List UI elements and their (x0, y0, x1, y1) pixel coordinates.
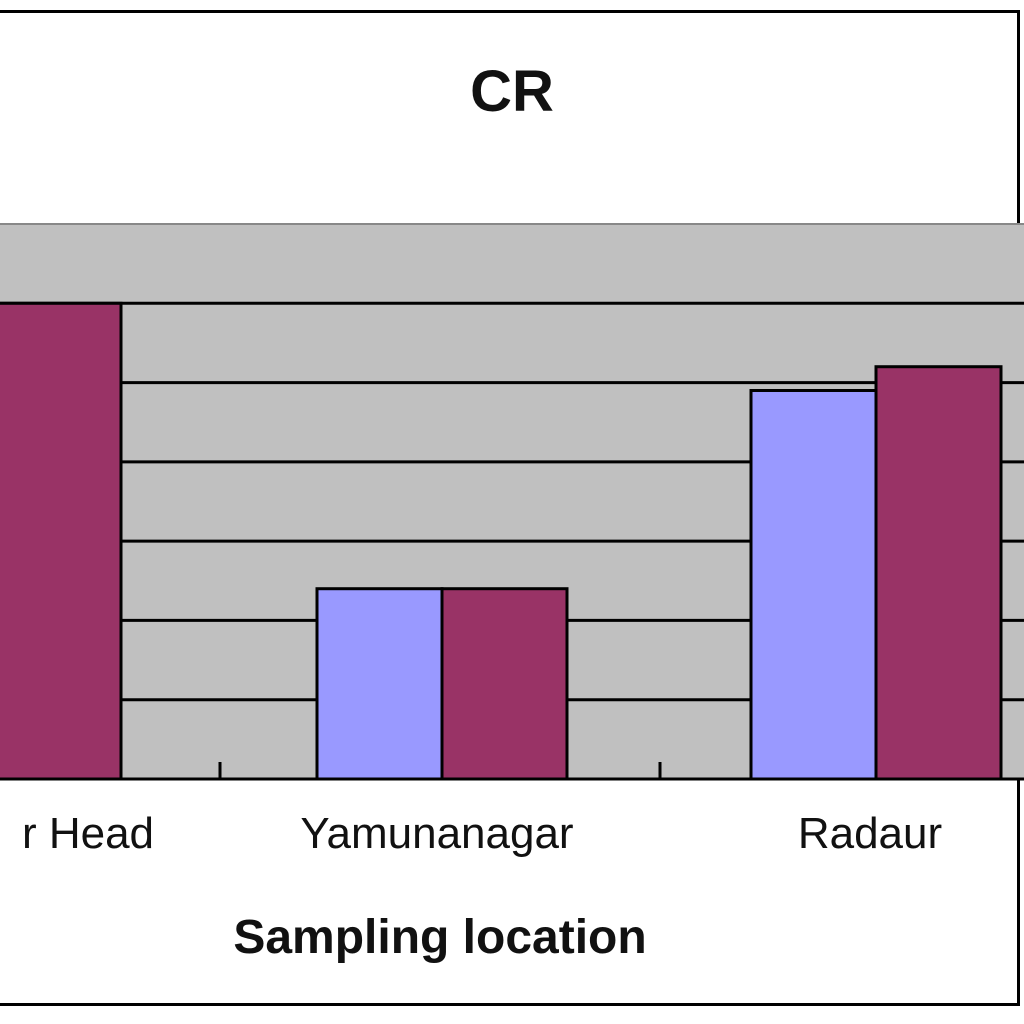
chart-title: CR (470, 59, 554, 124)
bars (0, 301, 1003, 781)
x-tick-label-0: r Head (22, 809, 154, 858)
x-tick-label-1: Yamunanagar (300, 809, 573, 858)
bar-series1-1 (315, 587, 444, 781)
bar-series2-0 (0, 301, 123, 781)
x-axis-label: Sampling location (233, 911, 647, 964)
bar-series2-1 (440, 587, 569, 781)
x-tick-label-2: Radaur (798, 809, 942, 858)
x-ticks (218, 762, 662, 779)
x-tick-labels: r Head Yamunanagar Radaur (22, 809, 942, 858)
bar-series1-2 (749, 389, 878, 781)
bar-series2-2 (874, 365, 1003, 781)
